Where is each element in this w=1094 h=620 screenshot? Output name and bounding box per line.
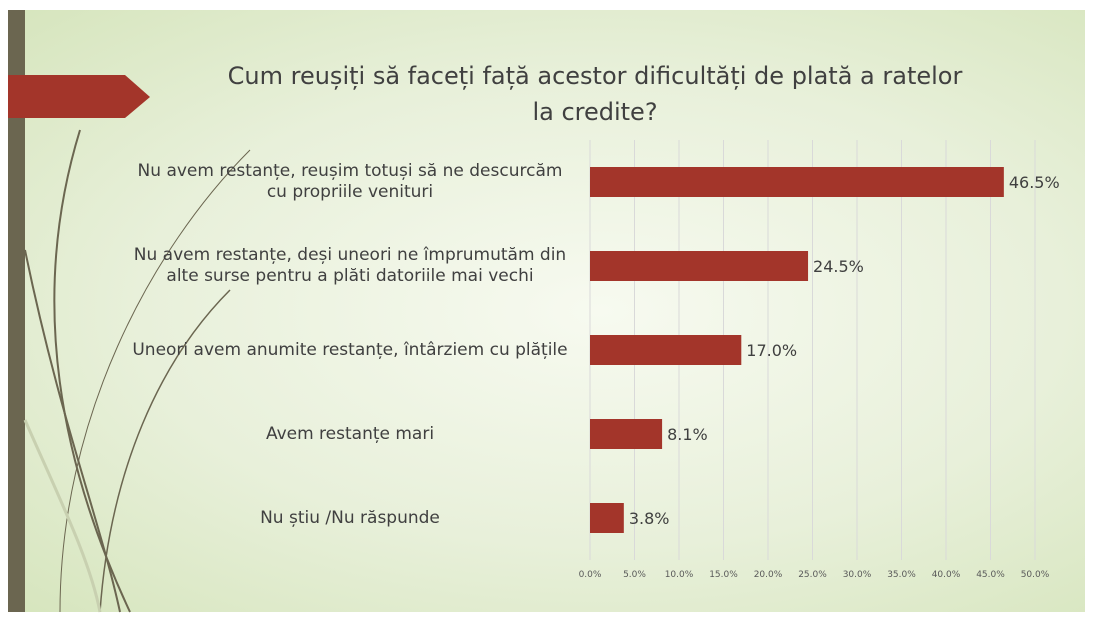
chart-title: Cum reușiți să faceți față acestor dific… <box>227 62 963 126</box>
side-bar <box>8 10 25 612</box>
y-tick-label: Uneori avem anumite restanțe, întârziem … <box>132 339 568 360</box>
curve-decoration <box>23 129 251 613</box>
bar <box>590 335 742 365</box>
y-tick-label: Nu avem restanțe, reușim totuși să ne de… <box>137 161 563 202</box>
arrow-decoration <box>8 75 150 118</box>
value-label: 17.0% <box>746 341 797 360</box>
x-tick-label: 35.0% <box>887 570 916 580</box>
bar <box>590 419 663 449</box>
x-tick-label: 40.0% <box>932 570 961 580</box>
x-tick-label: 20.0% <box>754 570 783 580</box>
x-tick-label: 50.0% <box>1021 570 1050 580</box>
x-tick-label: 45.0% <box>976 570 1005 580</box>
slide <box>8 10 1085 612</box>
y-tick-label: Avem restanțe mari <box>265 423 435 444</box>
x-tick-label: 30.0% <box>843 570 872 580</box>
x-tick-label: 15.0% <box>709 570 738 580</box>
value-label: 46.5% <box>1009 173 1060 192</box>
bar <box>590 167 1004 197</box>
x-tick-label: 25.0% <box>798 570 827 580</box>
y-tick-label: Nu știu /Nu răspunde <box>260 507 440 528</box>
x-tick-label: 5.0% <box>623 570 646 580</box>
x-tick-label: 10.0% <box>665 570 694 580</box>
value-label: 8.1% <box>667 425 708 444</box>
x-tick-label: 0.0% <box>579 570 602 580</box>
bar <box>590 251 809 281</box>
value-label: 24.5% <box>813 257 864 276</box>
value-label: 3.8% <box>629 509 670 528</box>
y-tick-label: Nu avem restanțe, deși uneori ne împrumu… <box>133 245 567 286</box>
bar <box>590 503 624 533</box>
